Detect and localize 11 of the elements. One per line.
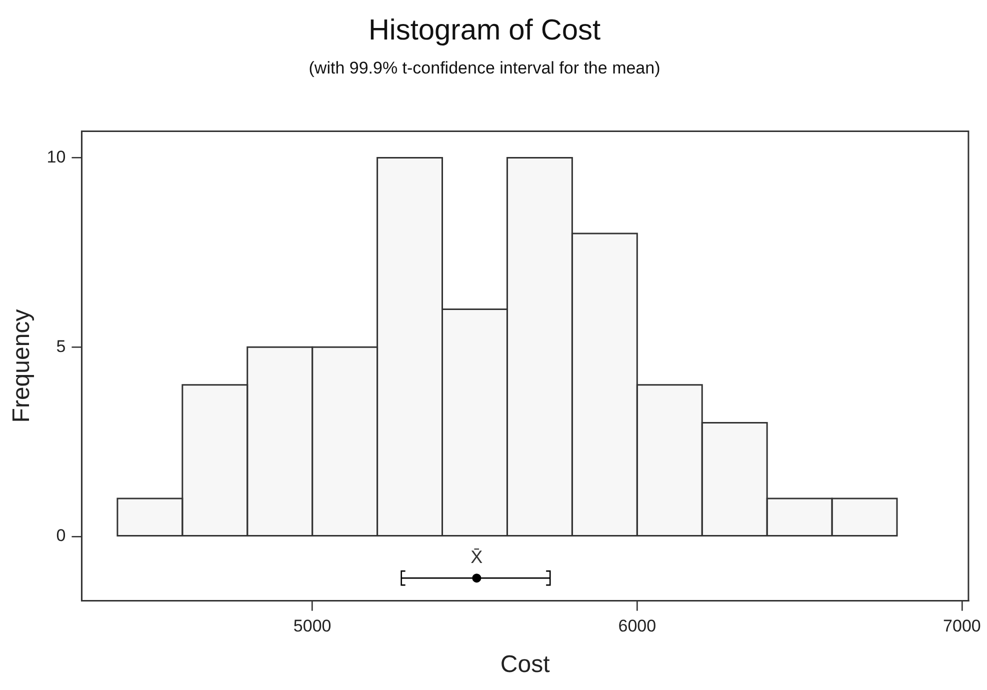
- y-tick-label: 10: [46, 147, 66, 166]
- x-tick-label: 6000: [618, 616, 656, 636]
- y-tick-label: 5: [56, 336, 66, 356]
- chart-title: Histogram of Cost: [368, 14, 601, 46]
- annotation: X̄: [470, 547, 483, 568]
- x-tick-label: 5000: [293, 616, 332, 636]
- y-tick-label: 0: [56, 526, 66, 546]
- chart-subtitle: (with 99.9% t-confidence interval for the mean): [308, 58, 660, 78]
- y-axis-title: Frequency: [8, 309, 36, 423]
- x-axis-title: Cost: [500, 651, 550, 678]
- x-tick-label: 7000: [943, 616, 981, 636]
